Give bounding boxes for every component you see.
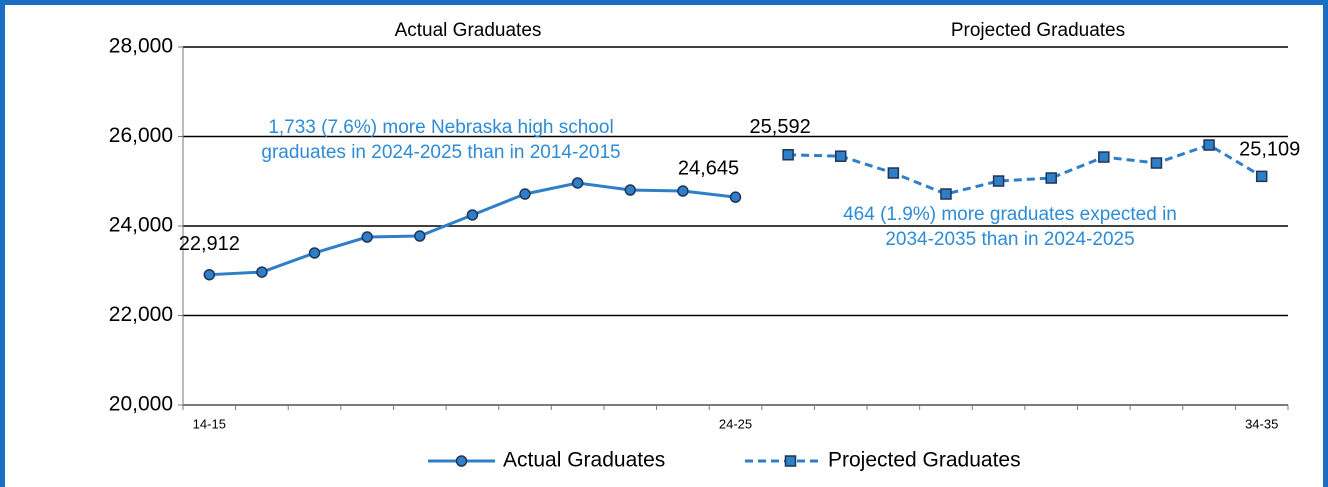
data-point xyxy=(992,175,1005,187)
data-point xyxy=(308,247,321,259)
y-tick-label: 22,000 xyxy=(109,303,173,326)
data-label: 25,592 xyxy=(750,116,811,138)
data-point xyxy=(677,185,689,197)
x-tick-label: 34-35 xyxy=(1245,416,1278,431)
data-point xyxy=(1150,157,1163,169)
x-tick-label: 14-15 xyxy=(193,416,226,431)
data-point xyxy=(1045,172,1057,184)
annotation: 464 (1.9%) more graduates expected in xyxy=(843,204,1177,225)
data-label: 25,109 xyxy=(1239,139,1300,161)
data-point xyxy=(1098,151,1110,163)
legend-label: Actual Graduates xyxy=(503,449,665,472)
section-label: Projected Graduates xyxy=(951,20,1125,41)
series-line xyxy=(788,143,1263,196)
data-point xyxy=(940,188,952,200)
y-tick-label: 20,000 xyxy=(109,393,173,416)
legend-marker xyxy=(784,455,797,467)
legend-marker xyxy=(455,455,468,467)
data-point xyxy=(834,150,847,162)
y-tick-label: 28,000 xyxy=(109,35,173,58)
data-point xyxy=(624,184,637,196)
annotation: graduates in 2024-2025 than in 2014-2015 xyxy=(261,142,620,163)
y-tick-label: 26,000 xyxy=(109,124,173,147)
data-point xyxy=(519,188,531,200)
data-label: 24,645 xyxy=(678,157,739,179)
data-point xyxy=(361,231,373,243)
x-tick-label: 24-25 xyxy=(719,416,752,431)
data-point xyxy=(203,268,216,281)
data-point xyxy=(466,209,479,221)
data-point xyxy=(729,191,742,203)
data-point xyxy=(1255,170,1268,183)
data-label: 22,912 xyxy=(179,233,240,255)
legend-label: Projected Graduates xyxy=(828,449,1021,472)
data-point xyxy=(782,149,794,161)
y-tick-label: 24,000 xyxy=(109,214,173,237)
section-label: Actual Graduates xyxy=(395,20,542,41)
data-point xyxy=(1203,139,1215,151)
data-point xyxy=(256,266,268,278)
data-point xyxy=(887,167,900,179)
annotation: 1,733 (7.6%) more Nebraska high school xyxy=(268,117,613,138)
annotation: 2034-2035 than in 2024-2025 xyxy=(885,229,1134,250)
data-point xyxy=(571,177,584,189)
data-point xyxy=(414,230,426,242)
